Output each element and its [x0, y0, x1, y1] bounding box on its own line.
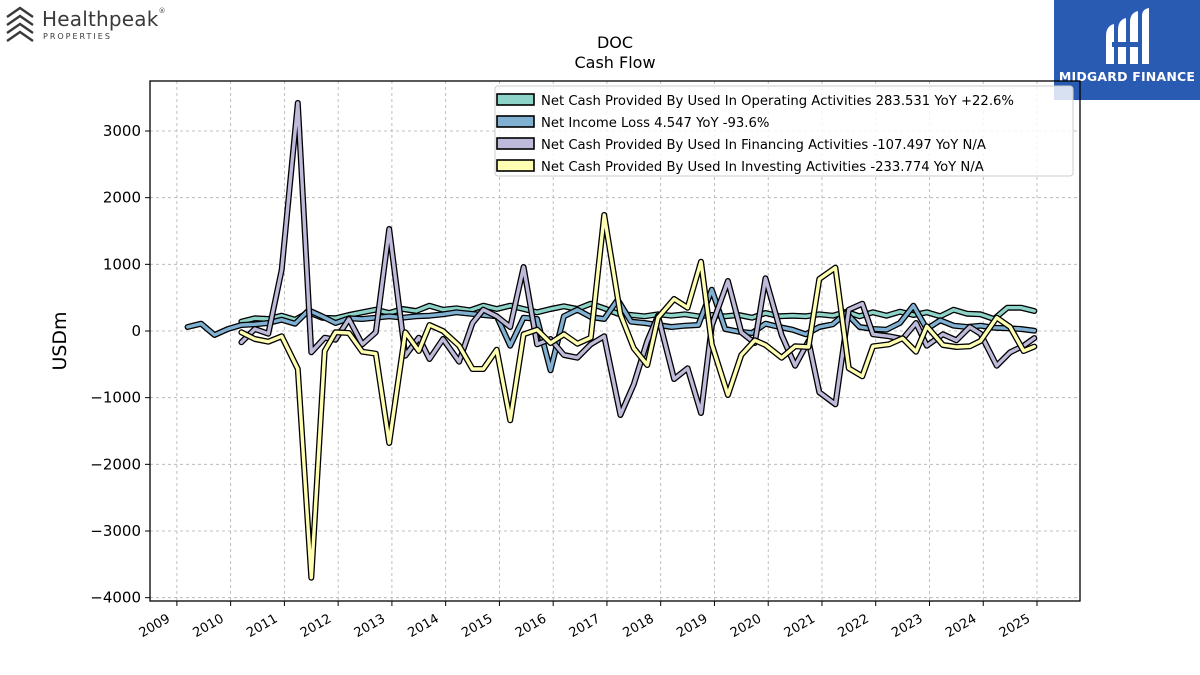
x-tick-label: 2023	[889, 611, 925, 641]
x-tick-label: 2014	[406, 611, 442, 641]
y-tick-label: 2000	[103, 189, 141, 207]
x-tick-label: 2022	[836, 611, 872, 641]
y-tick-label: −1000	[90, 389, 141, 407]
x-tick-label: 2012	[298, 611, 334, 641]
midgard-wordmark: MIDGARD FINANCE	[1058, 69, 1196, 84]
y-tick-label: 3000	[103, 122, 141, 140]
legend-label: Net Income Loss 4.547 YoY -93.6%	[541, 116, 769, 131]
legend-item: Net Income Loss 4.547 YoY -93.6%	[496, 115, 769, 131]
x-tick-label: 2013	[352, 611, 388, 641]
legend: Net Cash Provided By Used In Operating A…	[494, 85, 1074, 177]
y-tick-label: −3000	[90, 522, 141, 540]
series-outline	[238, 212, 1038, 581]
x-tick-label: 2018	[621, 611, 657, 641]
x-tick-label: 2025	[997, 611, 1033, 641]
plot-frame	[149, 80, 1081, 602]
x-tick-label: 2016	[513, 611, 549, 641]
midgard-finance-logo: MIDGARD FINANCE	[1054, 0, 1200, 100]
legend-swatch	[496, 93, 535, 106]
chart-subtitle: Cash Flow	[574, 53, 655, 72]
legend-label: Net Cash Provided By Used In Operating A…	[541, 94, 1014, 109]
x-tick-label: 2017	[567, 611, 603, 641]
y-axis-label: USDm	[49, 311, 71, 370]
series-lines	[184, 100, 1038, 581]
x-tick-label: 2009	[137, 611, 173, 641]
legend-label: Net Cash Provided By Used In Financing A…	[541, 138, 986, 153]
series-stroke	[185, 288, 1037, 372]
y-tick-label: −2000	[90, 455, 141, 473]
healthpeak-subtitle: PROPERTIES	[43, 32, 112, 41]
x-tick-label: 2020	[728, 611, 764, 641]
healthpeak-logo: Healthpeak® PROPERTIES	[4, 4, 174, 46]
x-tick-label: 2024	[943, 611, 979, 641]
series-stroke	[239, 302, 1037, 324]
chart-title: DOC	[597, 33, 633, 52]
x-tick-label: 2011	[244, 611, 280, 641]
x-axis: 2009 2010 2011 2012 2013 2014 2015 2016 2017 2018…	[137, 601, 1038, 641]
y-tick-label: 1000	[103, 255, 141, 273]
series-stroke	[239, 213, 1037, 580]
series-line-1	[238, 300, 1038, 325]
healthpeak-wordmark: Healthpeak®	[42, 7, 166, 31]
midgard-mark-icon	[1106, 8, 1149, 64]
healthpeak-mark-icon	[6, 6, 34, 42]
legend-item: Net Cash Provided By Used In Investing A…	[496, 159, 984, 175]
x-tick-label: 2019	[674, 611, 710, 641]
legend-swatch	[496, 159, 535, 172]
y-tick-label: −4000	[90, 589, 141, 607]
legend-swatch	[496, 137, 535, 150]
x-tick-label: 2010	[190, 611, 226, 641]
legend-box	[494, 85, 1074, 177]
y-tick-label: 0	[131, 322, 141, 340]
x-tick-label: 2021	[782, 611, 818, 641]
legend-item: Net Cash Provided By Used In Financing A…	[496, 137, 986, 153]
series-line-2	[184, 286, 1038, 374]
y-axis: −4000 −3000 −2000 −1000 0 1000 2000 3000	[90, 122, 150, 607]
legend-label: Net Cash Provided By Used In Investing A…	[541, 160, 984, 175]
legend-swatch	[496, 115, 535, 128]
legend-item: Net Cash Provided By Used In Operating A…	[496, 93, 1014, 109]
x-tick-label: 2015	[459, 611, 495, 641]
series-line-4	[238, 212, 1038, 581]
